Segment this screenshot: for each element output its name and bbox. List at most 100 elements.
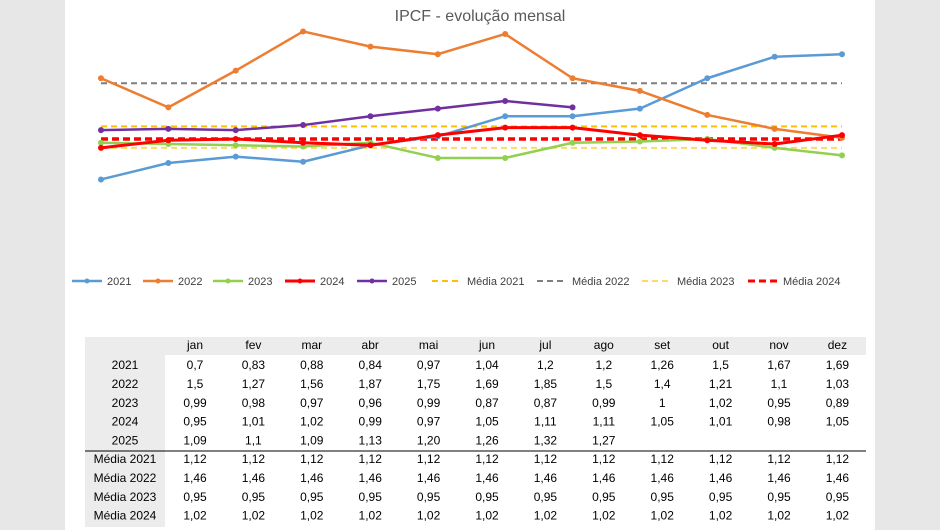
table-header: ago — [594, 338, 614, 352]
table-header: out — [712, 338, 729, 352]
data-point — [704, 111, 711, 118]
table-cell: 0,95 — [242, 490, 266, 504]
data-point — [569, 124, 576, 131]
data-point — [434, 132, 441, 139]
table-cell: 0,7 — [187, 358, 204, 372]
table-header: set — [654, 338, 671, 352]
data-point — [98, 176, 104, 183]
series-line — [100, 99, 573, 132]
table-cell: 0,99 — [359, 415, 383, 429]
table-cell: 0,95 — [183, 415, 207, 429]
table-cell: 1,12 — [183, 452, 207, 466]
table-cell: 1,46 — [767, 471, 791, 485]
data-point — [165, 137, 172, 144]
legend-label: 2025 — [392, 276, 416, 288]
legend-label: 2022 — [178, 276, 202, 288]
table-cell: 1,69 — [826, 358, 850, 372]
table-cell: 0,95 — [709, 490, 733, 504]
table-cell: 1,12 — [534, 452, 558, 466]
table-cell: 1,09 — [300, 433, 324, 447]
chart-title: IPCF - evolução mensal — [395, 8, 566, 25]
table-header: dez — [828, 338, 847, 352]
legend-marker — [297, 278, 303, 284]
data-point — [434, 105, 441, 112]
table-cell: 1,12 — [826, 452, 850, 466]
table-cell: 1,67 — [767, 358, 791, 372]
table-cell: 1,12 — [417, 452, 441, 466]
table-cell: 1,32 — [534, 433, 558, 447]
table-cell: 1,12 — [242, 452, 266, 466]
table-cell: 0,95 — [534, 490, 558, 504]
table-cell: 0,89 — [826, 396, 850, 410]
table-cell: 0,99 — [417, 396, 441, 410]
legend-marker — [84, 278, 90, 284]
data-point — [300, 28, 307, 35]
table-header: mar — [301, 338, 322, 352]
panel — [65, 0, 875, 530]
data-point — [704, 137, 711, 144]
table-cell: 1,46 — [242, 471, 266, 485]
table-row-label: 2025 — [112, 433, 139, 447]
table-cell: 1,05 — [651, 415, 675, 429]
table-cell: 0,97 — [300, 396, 324, 410]
table-cell: 1,11 — [593, 415, 616, 429]
legend-label: Média 2024 — [783, 276, 841, 288]
table-row-label: 2023 — [112, 396, 139, 410]
table-cell: 1,27 — [242, 377, 266, 391]
table-cell: 1,05 — [475, 415, 499, 429]
table-cell: 1,02 — [709, 396, 733, 410]
table-cell: 1,46 — [359, 471, 383, 485]
table-cell: 1,85 — [534, 377, 558, 391]
table-cell: 1,02 — [826, 509, 850, 523]
table-cell: 1,03 — [826, 377, 850, 391]
table-cell: 1,46 — [417, 471, 441, 485]
table-cell: 0,95 — [592, 490, 616, 504]
table-cell: 1,4 — [654, 377, 671, 391]
table-cell: 1,27 — [592, 433, 616, 447]
data-point — [771, 141, 778, 148]
table-cell: 0,98 — [242, 396, 266, 410]
data-point — [704, 75, 711, 82]
table-row-label: Média 2022 — [94, 471, 157, 485]
table-cell: 1,2 — [595, 358, 612, 372]
table-cell: 0,87 — [475, 396, 499, 410]
data-point — [300, 122, 307, 129]
table-header: jan — [186, 338, 203, 352]
table-cell: 1,04 — [475, 358, 499, 372]
table-cell: 0,96 — [359, 396, 383, 410]
table-cell: 1 — [659, 396, 666, 410]
table-cell: 1,26 — [475, 433, 499, 447]
data-point — [232, 153, 239, 160]
table-cell: 0,99 — [183, 396, 207, 410]
data-point — [839, 132, 845, 139]
table-cell: 1,2 — [537, 358, 554, 372]
table-cell: 1,12 — [592, 452, 616, 466]
data-point — [232, 127, 239, 134]
table-cell: 1,87 — [359, 377, 383, 391]
data-point — [502, 154, 509, 161]
table-cell: 0,95 — [475, 490, 499, 504]
data-point — [502, 124, 509, 131]
table-cell: 1,1 — [245, 433, 262, 447]
data-point — [300, 139, 307, 146]
data-point — [636, 138, 643, 145]
table-cell: 0,95 — [359, 490, 383, 504]
data-point — [636, 132, 643, 139]
table-cell: 0,95 — [767, 490, 791, 504]
table-cell: 1,02 — [709, 509, 733, 523]
table-cell: 1,69 — [475, 377, 499, 391]
table-cell: 1,5 — [712, 358, 729, 372]
table-cell: 1,09 — [183, 433, 207, 447]
data-point — [165, 125, 172, 132]
data-point — [569, 113, 576, 120]
table-cell: 0,98 — [767, 415, 791, 429]
table-cell: 1,5 — [595, 377, 612, 391]
table-cell: 1,12 — [651, 452, 675, 466]
table-cell: 0,95 — [767, 396, 791, 410]
table-row-label: Média 2023 — [94, 490, 157, 504]
table-cell: 0,87 — [534, 396, 558, 410]
table-cell: 0,95 — [183, 490, 207, 504]
data-point — [367, 43, 374, 50]
data-point — [98, 75, 104, 82]
